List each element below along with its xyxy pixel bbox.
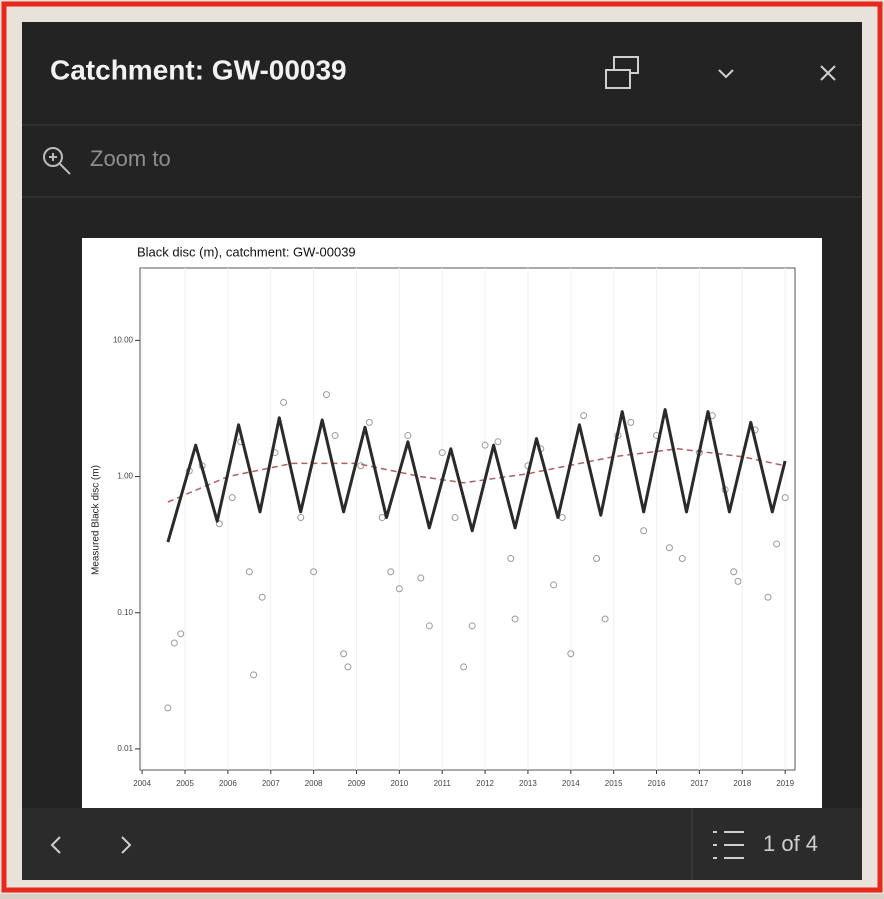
data-point: [773, 540, 781, 548]
data-point: [567, 650, 575, 658]
data-point: [280, 398, 288, 406]
data-point: [387, 568, 395, 576]
y-tick-label: 1.00: [117, 472, 133, 481]
data-point: [404, 432, 412, 440]
close-button[interactable]: [820, 65, 836, 81]
data-point: [730, 568, 738, 576]
data-point: [678, 555, 686, 563]
feature-list-button[interactable]: [713, 831, 744, 859]
data-point: [665, 544, 673, 552]
x-tick-label: 2004: [133, 779, 151, 788]
data-point: [764, 593, 772, 601]
x-tick-label: 2011: [434, 779, 452, 788]
zoom-to-label: Zoom to: [90, 146, 171, 171]
seasonal-fit-line: [166, 408, 787, 543]
data-point: [734, 577, 742, 585]
plot-frame: [139, 267, 796, 771]
data-point: [331, 432, 339, 440]
x-tick-label: 2010: [390, 779, 408, 788]
data-point: [460, 663, 468, 671]
data-point: [781, 494, 789, 502]
data-point: [395, 585, 403, 593]
data-point: [481, 441, 489, 449]
chart-title: Black disc (m), catchment: GW-00039: [137, 244, 356, 259]
data-point: [245, 568, 253, 576]
data-point: [580, 412, 588, 420]
data-point: [601, 615, 609, 623]
previous-button[interactable]: [50, 836, 61, 854]
data-point: [164, 704, 172, 712]
data-point: [438, 449, 446, 457]
popup-title: Catchment: GW-00039: [50, 54, 347, 85]
data-point: [417, 574, 425, 582]
x-tick-label: 2018: [733, 779, 751, 788]
data-point: [640, 527, 648, 535]
data-point: [511, 615, 519, 623]
y-tick-label: 10.00: [113, 335, 134, 344]
next-button[interactable]: [121, 836, 132, 854]
data-point: [357, 462, 365, 470]
data-point: [215, 520, 223, 528]
x-tick-label: 2005: [176, 779, 194, 788]
footer: [22, 808, 862, 880]
x-tick-label: 2013: [519, 779, 537, 788]
zoom-to-button[interactable]: Zoom to: [43, 146, 171, 175]
x-tick-label: 2008: [305, 779, 323, 788]
y-axis-label: Measured Black disc (m): [91, 465, 102, 575]
data-point: [344, 663, 352, 671]
data-point: [310, 568, 318, 576]
data-point: [627, 418, 635, 426]
x-tick-label: 2009: [348, 779, 366, 788]
collapse-button[interactable]: [718, 69, 734, 79]
y-tick-label: 0.10: [117, 608, 133, 617]
y-tick-label: 0.01: [117, 744, 133, 753]
data-point: [365, 418, 373, 426]
data-point: [322, 391, 330, 399]
x-tick-label: 2019: [776, 779, 794, 788]
data-point: [177, 630, 185, 638]
data-point: [297, 514, 305, 522]
data-point: [228, 494, 236, 502]
data-point: [340, 650, 348, 658]
chart-image: [82, 238, 822, 808]
data-point: [451, 514, 459, 522]
data-point: [507, 555, 515, 563]
x-tick-label: 2006: [219, 779, 237, 788]
pager-label: 1 of 4: [763, 831, 818, 856]
x-tick-label: 2012: [476, 779, 494, 788]
dock-button[interactable]: [605, 56, 639, 89]
x-tick-label: 2015: [605, 779, 623, 788]
x-tick-label: 2014: [562, 779, 580, 788]
x-tick-label: 2017: [691, 779, 709, 788]
x-tick-label: 2007: [262, 779, 280, 788]
data-point: [170, 639, 178, 647]
data-point: [258, 593, 266, 601]
data-point: [593, 555, 601, 563]
x-tick-label: 2016: [648, 779, 666, 788]
data-point: [250, 671, 258, 679]
data-point: [494, 438, 502, 446]
data-point: [468, 622, 476, 630]
data-point: [550, 581, 558, 589]
data-point: [425, 622, 433, 630]
